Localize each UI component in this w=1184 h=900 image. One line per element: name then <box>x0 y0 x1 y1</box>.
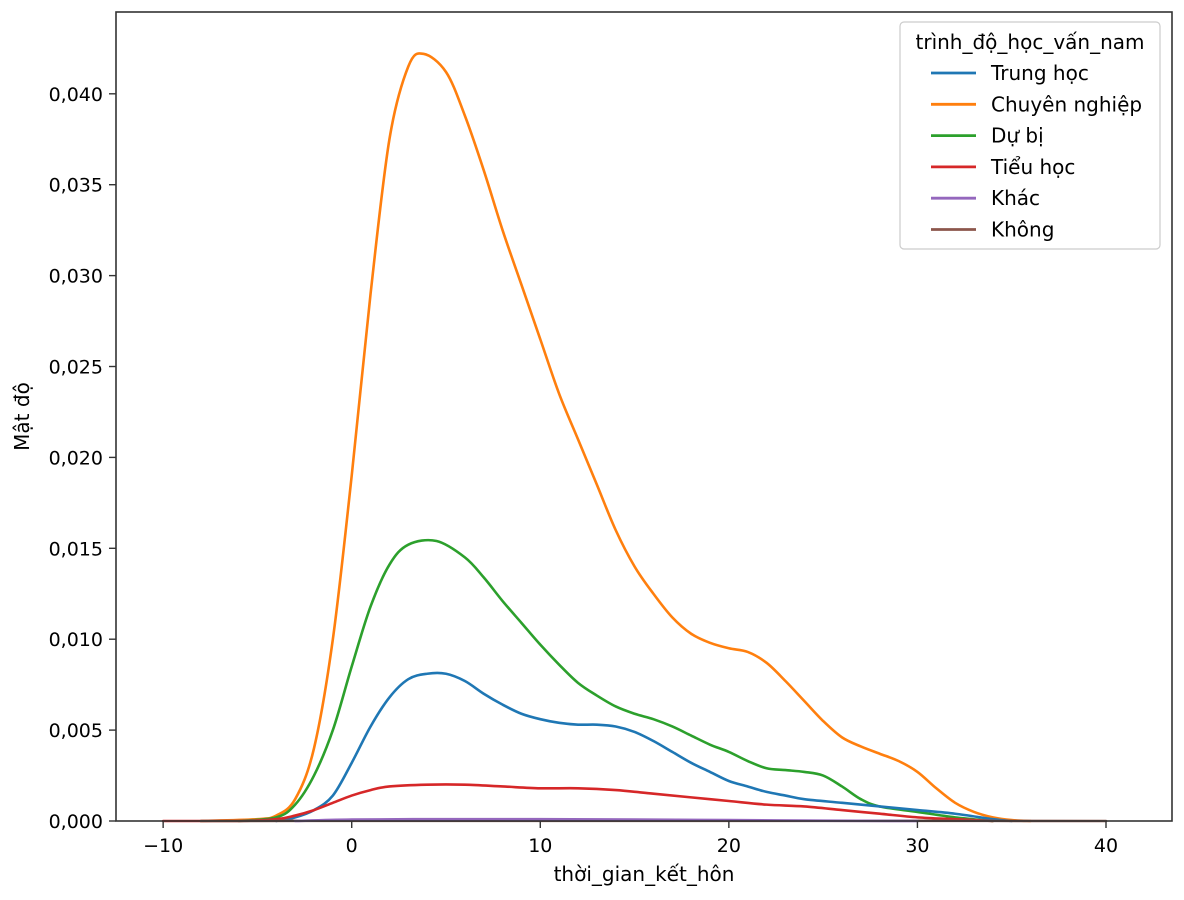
series-line-trung-hoc <box>276 673 1011 821</box>
x-tick-label: −10 <box>143 835 183 857</box>
y-tick-label: 0,020 <box>49 447 103 469</box>
x-axis: −10 0 10 20 30 40 <box>143 821 1118 857</box>
y-tick-label: 0,000 <box>49 811 103 833</box>
legend-entry-label: Khác <box>991 186 1040 210</box>
y-tick-label: 0,015 <box>49 538 103 560</box>
legend-entry-label: Không <box>991 218 1054 242</box>
legend-title: trình_độ_học_vấn_nam <box>916 30 1145 54</box>
legend-entry-label: Tiểu học <box>990 155 1075 179</box>
series-line-du-bi <box>239 540 993 821</box>
x-tick-label: 10 <box>528 835 552 857</box>
y-axis-label: Mật độ <box>10 382 34 451</box>
legend-entry-label: Dự bị <box>991 124 1044 148</box>
y-tick-label: 0,025 <box>49 357 103 379</box>
x-axis-label: thời_gian_kết_hôn <box>554 862 735 886</box>
x-tick-label: 0 <box>346 835 358 857</box>
x-tick-label: 20 <box>717 835 741 857</box>
legend: trình_độ_học_vấn_nam Trung học Chuyên ngh… <box>900 22 1160 249</box>
y-tick-label: 0,010 <box>49 629 103 651</box>
y-tick-label: 0,030 <box>49 266 103 288</box>
y-axis: 0,000 0,005 0,010 0,015 0,020 0,025 0,030 0,035… <box>49 84 116 833</box>
y-tick-label: 0,035 <box>49 175 103 197</box>
x-tick-label: 30 <box>905 835 929 857</box>
y-tick-label: 0,005 <box>49 720 103 742</box>
x-tick-label: 40 <box>1094 835 1118 857</box>
legend-entry-label: Chuyên nghiệp <box>991 92 1142 116</box>
y-tick-label: 0,040 <box>49 84 103 106</box>
legend-entry-label: Trung học <box>990 61 1089 85</box>
